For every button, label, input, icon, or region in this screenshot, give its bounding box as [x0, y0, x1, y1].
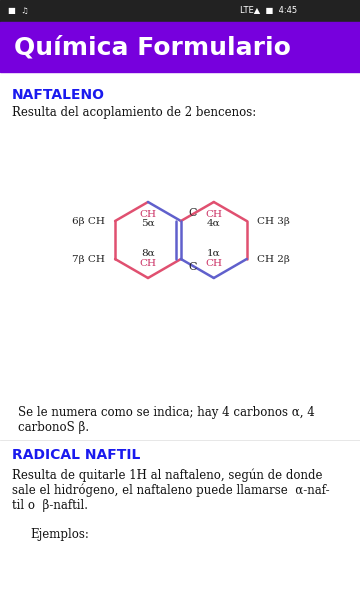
Text: 4α: 4α	[207, 219, 221, 228]
Text: CH: CH	[140, 259, 157, 268]
Bar	[0, 22, 360, 72]
Text: CH 2β: CH 2β	[257, 254, 289, 263]
Bar	[0, 72, 360, 600]
Text: Resulta del acoplamiento de 2 bencenos:: Resulta del acoplamiento de 2 bencenos:	[12, 106, 256, 119]
Text: Se le numera como se indica; hay 4 carbonos α, 4
carbonoS β.: Se le numera como se indica; hay 4 carbo…	[18, 406, 315, 434]
Text: 8α: 8α	[141, 249, 155, 258]
Text: RADICAL NAFTIL: RADICAL NAFTIL	[12, 448, 140, 462]
Text: 1α: 1α	[207, 249, 221, 258]
Text: CH 3β: CH 3β	[257, 217, 289, 226]
Text: NAFTALENO: NAFTALENO	[12, 88, 105, 102]
Text: Química Formulario: Química Formulario	[14, 35, 291, 59]
Text: CH: CH	[205, 259, 222, 268]
Text: Ejemplos:: Ejemplos:	[30, 528, 89, 541]
Text: ■  ♫: ■ ♫	[8, 7, 29, 16]
Text: C: C	[188, 208, 197, 218]
Text: 6β CH: 6β CH	[72, 217, 105, 226]
Bar	[0, 0, 360, 22]
Text: Resulta de quitarle 1H al naftaleno, según de donde
sale el hidrógeno, el naftal: Resulta de quitarle 1H al naftaleno, seg…	[12, 468, 330, 512]
Text: 7β CH: 7β CH	[72, 254, 105, 263]
Text: 5α: 5α	[141, 219, 155, 228]
Text: LTE▲  ■  4:45: LTE▲ ■ 4:45	[240, 7, 297, 16]
Text: CH: CH	[140, 210, 157, 219]
Text: C: C	[188, 262, 197, 272]
Text: CH: CH	[205, 210, 222, 219]
